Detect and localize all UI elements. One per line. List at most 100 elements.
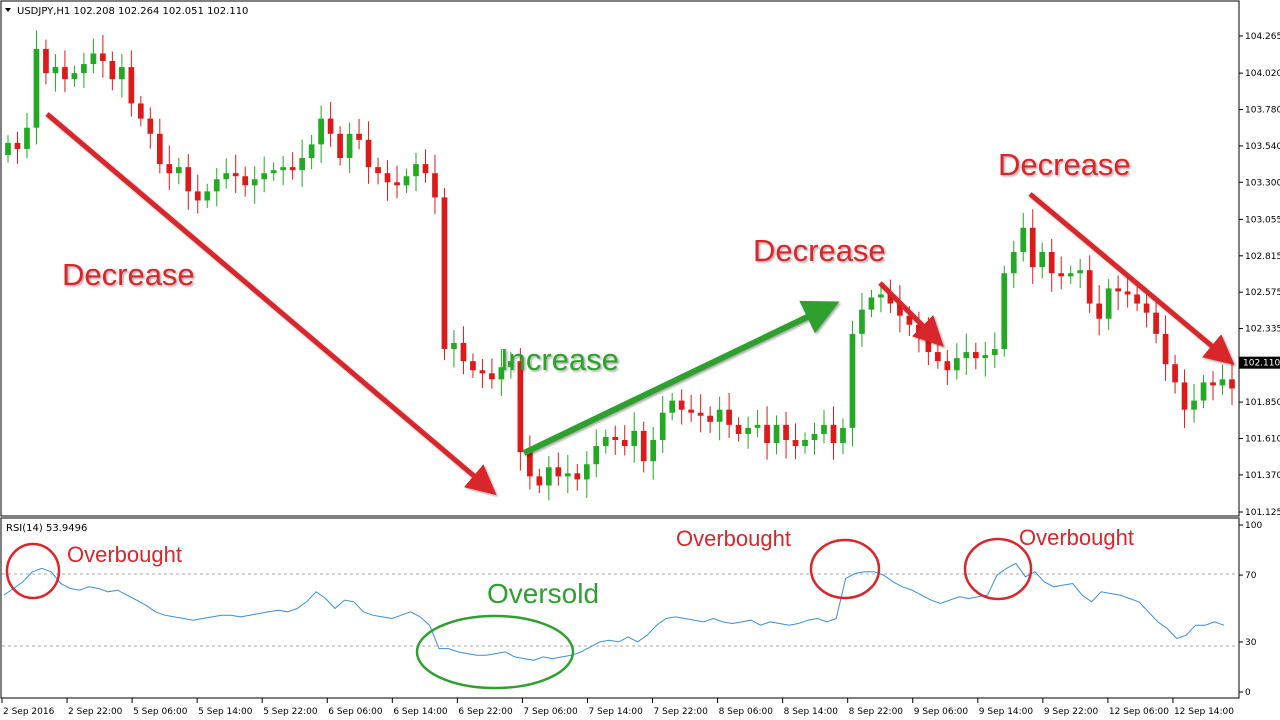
candle-body	[33, 48, 40, 128]
candle-body	[213, 179, 220, 192]
candle-body	[830, 424, 837, 444]
candle-body	[745, 427, 751, 434]
time-tick-label: 7 Sep 14:00	[588, 707, 643, 717]
candle-body	[100, 53, 106, 62]
candle-body	[707, 415, 713, 422]
decrease-arrow-2	[878, 281, 944, 347]
rsi-tick-label: 0	[1245, 688, 1251, 698]
candle-body	[849, 333, 856, 428]
candle-body	[574, 473, 581, 480]
candle-body	[5, 142, 11, 155]
candle-body	[1020, 227, 1027, 253]
candle-body	[1067, 273, 1074, 277]
candle-body	[1001, 273, 1008, 350]
candle-body	[1210, 382, 1216, 386]
time-tick-label: 5 Sep 06:00	[133, 707, 188, 717]
candle-body	[498, 367, 505, 380]
candle-body	[1105, 288, 1112, 319]
time-tick-label: 6 Sep 14:00	[393, 707, 448, 717]
candle-body	[432, 173, 438, 198]
candle-body	[944, 361, 951, 371]
price-tick-label: 103.055	[1245, 215, 1280, 225]
candle-body	[906, 315, 913, 325]
price-tick-label: 101.850	[1245, 398, 1280, 408]
increase-arrow	[522, 300, 840, 456]
candle-body	[261, 173, 268, 180]
candle-body	[1048, 252, 1055, 274]
candle-body	[1096, 303, 1103, 319]
candle-body	[878, 294, 884, 298]
rsi-panel-frame	[0, 517, 1240, 699]
increase-label: Increase	[500, 342, 619, 377]
candle-body	[583, 464, 590, 480]
candle-body	[754, 424, 761, 428]
candle-body	[536, 476, 543, 486]
candle-body	[697, 412, 704, 416]
candle-body	[232, 173, 239, 177]
candle-body	[185, 167, 192, 192]
candle-body	[318, 118, 324, 145]
candle-body	[299, 158, 305, 171]
candle-body	[1172, 364, 1178, 383]
candle-body	[783, 424, 789, 440]
candle-body	[156, 133, 163, 165]
rsi-tick-label: 30	[1245, 638, 1257, 648]
candle-body	[441, 197, 448, 350]
candle-body	[109, 61, 116, 80]
price-tick-label: 104.020	[1245, 69, 1280, 79]
overbought-label-3: Overbought	[1019, 525, 1134, 550]
candle-body	[365, 139, 372, 168]
candle-body	[840, 427, 846, 444]
candle-body	[972, 352, 979, 359]
candle-body	[631, 430, 638, 447]
candle-body	[811, 433, 818, 440]
candle-body	[545, 467, 552, 486]
time-tick-label: 5 Sep 14:00	[198, 707, 253, 717]
time-tick-label: 12 Sep 14:00	[1174, 707, 1234, 717]
candle-body	[1162, 333, 1169, 365]
candle-body	[403, 176, 410, 186]
candle-body	[735, 424, 742, 434]
candle-body	[119, 67, 125, 80]
current-price-marker: 102.110	[1239, 356, 1280, 369]
time-tick-label: 6 Sep 22:00	[458, 707, 513, 717]
time-tick-label: 7 Sep 22:00	[654, 707, 709, 717]
candle-body	[555, 467, 562, 477]
candle-body	[991, 349, 998, 356]
candle-body	[953, 358, 960, 371]
candle-body	[602, 436, 609, 447]
candle-body	[470, 361, 476, 371]
candle-body	[669, 400, 676, 413]
candle-body	[935, 352, 941, 362]
price-axis: 104.265 104.020 103.780 103.540 103.300 103.0…	[1239, 32, 1280, 518]
candle-body	[270, 170, 277, 174]
decrease-label-1: Decrease	[62, 257, 195, 292]
candle-body	[593, 446, 600, 465]
candle-body	[90, 53, 97, 65]
price-tick-label: 103.780	[1245, 106, 1280, 116]
candle-body	[1229, 379, 1235, 389]
candle-body	[62, 67, 68, 80]
candle-body	[764, 424, 770, 444]
candle-body	[460, 342, 467, 362]
candle-body	[356, 133, 362, 140]
candle-body	[1086, 270, 1093, 304]
candle-body	[678, 400, 685, 410]
candle-body	[1181, 382, 1188, 410]
time-axis: 2 Sep 2016 2 Sep 22:00 5 Sep 06:00 5 Sep 14…	[1, 698, 1234, 717]
price-tick-label: 101.125	[1245, 508, 1280, 518]
rsi-tick-label: 100	[1245, 521, 1262, 531]
price-tick-label: 102.815	[1245, 252, 1280, 262]
candle-body	[147, 118, 154, 134]
time-tick-label: 9 Sep 22:00	[1044, 707, 1099, 717]
candle-body	[1010, 252, 1017, 274]
time-tick-label: 12 Sep 06:00	[1109, 707, 1169, 717]
collapse-triangle-icon[interactable]	[5, 8, 11, 12]
candle-body	[640, 430, 647, 462]
price-tick-label: 103.540	[1245, 142, 1280, 152]
decrease-arrow-3	[1028, 192, 1235, 366]
candle-body	[137, 103, 144, 119]
time-tick-label: 2 Sep 22:00	[68, 707, 123, 717]
candle-body	[128, 67, 135, 104]
oversold-ellipse	[415, 614, 575, 690]
